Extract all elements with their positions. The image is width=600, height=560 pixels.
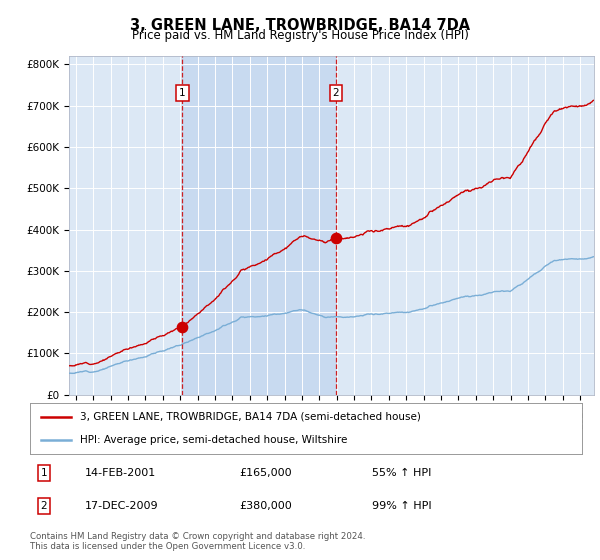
Text: 17-DEC-2009: 17-DEC-2009 [85, 501, 159, 511]
Text: HPI: Average price, semi-detached house, Wiltshire: HPI: Average price, semi-detached house,… [80, 435, 347, 445]
Text: Contains HM Land Registry data © Crown copyright and database right 2024.
This d: Contains HM Land Registry data © Crown c… [30, 532, 365, 552]
Text: 99% ↑ HPI: 99% ↑ HPI [372, 501, 432, 511]
Text: 14-FEB-2001: 14-FEB-2001 [85, 468, 157, 478]
Point [178, 322, 187, 331]
Bar [182, 56, 336, 395]
Text: Price paid vs. HM Land Registry's House Price Index (HPI): Price paid vs. HM Land Registry's House … [131, 29, 469, 42]
Text: 2: 2 [333, 88, 340, 98]
Point [331, 234, 341, 242]
Text: 3, GREEN LANE, TROWBRIDGE, BA14 7DA: 3, GREEN LANE, TROWBRIDGE, BA14 7DA [130, 18, 470, 33]
Text: 1: 1 [40, 468, 47, 478]
Text: £165,000: £165,000 [240, 468, 292, 478]
Text: £380,000: £380,000 [240, 501, 293, 511]
Text: 2: 2 [40, 501, 47, 511]
Text: 1: 1 [179, 88, 185, 98]
Text: 55% ↑ HPI: 55% ↑ HPI [372, 468, 431, 478]
Text: 3, GREEN LANE, TROWBRIDGE, BA14 7DA (semi-detached house): 3, GREEN LANE, TROWBRIDGE, BA14 7DA (sem… [80, 412, 421, 422]
